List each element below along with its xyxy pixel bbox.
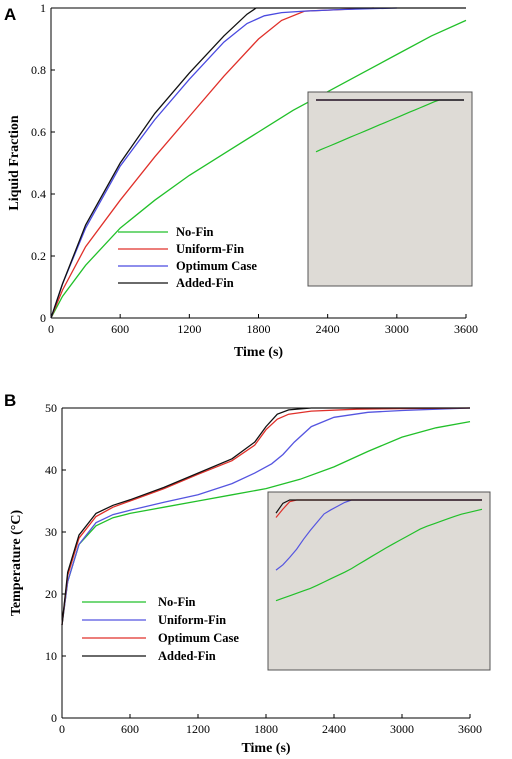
- series-line-added-fin: [61, 407, 470, 626]
- inset-line-no-fin: [275, 508, 483, 602]
- y-tick-label: 40: [45, 463, 57, 477]
- inset-line-added-fin: [275, 499, 482, 514]
- series-line-no-fin: [61, 420, 471, 626]
- panel-label: A: [4, 5, 16, 24]
- inset-panel: [307, 91, 473, 287]
- legend-label-optimum-case: Optimum Case: [158, 631, 239, 645]
- y-axis-label: Liquid Fraction: [7, 115, 22, 211]
- legend-label-added-fin: Added-Fin: [176, 276, 234, 290]
- legend-label-optimum-case: Optimum Case: [176, 259, 257, 273]
- x-tick-label: 2400: [322, 722, 346, 736]
- x-tick-label: 1800: [247, 322, 271, 336]
- y-tick-label: 0.8: [31, 63, 46, 77]
- legend-label-no-fin: No-Fin: [176, 225, 214, 239]
- x-tick-label: 3600: [454, 322, 478, 336]
- x-tick-label: 600: [111, 322, 129, 336]
- x-tick-label: 600: [121, 722, 139, 736]
- legend-label-uniform-fin: Uniform-Fin: [176, 242, 244, 256]
- series-line-optimum-case: [50, 7, 397, 319]
- x-axis-label: Time (s): [234, 345, 283, 360]
- inset-panel: [267, 491, 491, 671]
- legend-label-no-fin: No-Fin: [158, 595, 196, 609]
- y-tick-label: 0.6: [31, 125, 46, 139]
- x-tick-label: 0: [48, 322, 54, 336]
- series-line-uniform-fin: [61, 407, 471, 626]
- series-line-added-fin: [50, 7, 466, 319]
- y-tick-label: 50: [45, 401, 57, 415]
- x-tick-label: 1200: [186, 722, 210, 736]
- y-tick-label: 0: [40, 311, 46, 325]
- legend-label-added-fin: Added-Fin: [158, 649, 216, 663]
- y-tick-label: 0.4: [31, 187, 46, 201]
- x-tick-label: 3000: [390, 722, 414, 736]
- x-tick-label: 1200: [177, 322, 201, 336]
- y-tick-label: 0.2: [31, 249, 46, 263]
- legend-label-uniform-fin: Uniform-Fin: [158, 613, 226, 627]
- series-line-optimum-case: [61, 407, 471, 626]
- y-tick-label: 30: [45, 525, 57, 539]
- y-tick-label: 20: [45, 587, 57, 601]
- panel-label: B: [4, 391, 16, 410]
- y-tick-label: 0: [51, 711, 57, 725]
- x-tick-label: 0: [59, 722, 65, 736]
- x-tick-label: 2400: [316, 322, 340, 336]
- x-tick-label: 3000: [385, 322, 409, 336]
- panel-b: B 0 600 1200 1800 2400 3000 3600 0 10 20 30 40 50 Time…: [4, 391, 491, 756]
- y-axis-label: Temperature (°C): [9, 510, 24, 617]
- x-tick-label: 1800: [254, 722, 278, 736]
- x-tick-label: 3600: [458, 722, 482, 736]
- panel-a: A 0 600 1200 1800 2400 3000 3600 0 0.2 0.4 0.6 0.8 1 T…: [4, 1, 478, 360]
- x-axis-label: Time (s): [241, 741, 290, 756]
- series-line-no-fin: [50, 19, 467, 319]
- y-tick-label: 10: [45, 649, 57, 663]
- y-tick-label: 1: [40, 1, 46, 15]
